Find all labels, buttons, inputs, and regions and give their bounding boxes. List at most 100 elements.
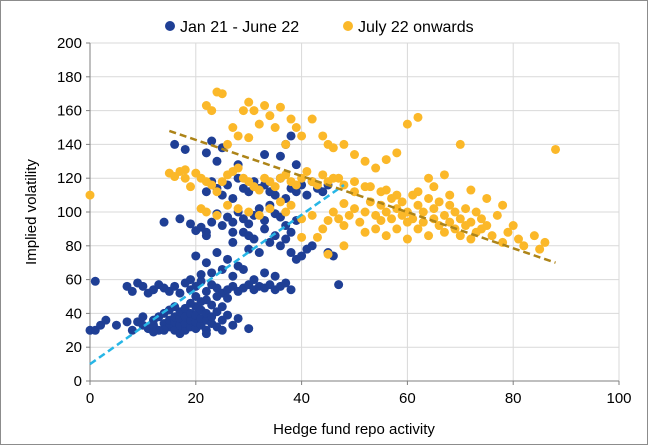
data-point (138, 281, 148, 291)
data-point (286, 227, 296, 237)
y-tick-label: 180 (57, 69, 82, 86)
data-point (201, 148, 211, 158)
data-point (286, 114, 296, 124)
data-point (291, 187, 301, 197)
data-point (275, 241, 285, 251)
y-tick-label: 0 (74, 373, 82, 390)
data-point (275, 102, 285, 112)
trendlines (89, 129, 556, 366)
y-tick-label: 80 (65, 238, 82, 255)
data-point (482, 221, 492, 231)
data-point (339, 139, 349, 149)
data-point (413, 187, 423, 197)
x-axis-label: Hedge fund repo activity (273, 421, 435, 438)
data-point (175, 288, 185, 298)
data-point (212, 187, 222, 197)
data-point (223, 293, 233, 303)
data-point (101, 315, 111, 325)
data-point (439, 210, 449, 220)
data-point (371, 163, 381, 173)
data-point (270, 123, 280, 132)
data-point (339, 199, 349, 209)
data-point (466, 217, 476, 227)
data-point (455, 231, 465, 241)
data-point (148, 327, 158, 337)
data-point (138, 312, 148, 322)
data-point (387, 214, 397, 224)
data-point (339, 221, 349, 231)
x-tick-label: 100 (606, 390, 631, 407)
data-point (244, 97, 254, 107)
data-point (318, 170, 328, 180)
data-point (170, 281, 180, 291)
data-point (487, 231, 497, 241)
data-point (371, 224, 381, 234)
data-point (228, 217, 238, 227)
data-point (291, 123, 301, 132)
data-point (540, 237, 550, 247)
data-point (212, 248, 222, 258)
data-point (281, 234, 291, 244)
legend-marker-series-1 (165, 21, 175, 31)
data-point (212, 292, 222, 301)
data-point (186, 219, 196, 229)
data-point (339, 241, 349, 251)
data-point (254, 210, 264, 220)
data-point (180, 173, 190, 183)
legend-marker-series-2 (343, 21, 353, 31)
data-point (334, 173, 344, 183)
series-2-points (85, 87, 561, 259)
x-tick-label: 20 (187, 390, 204, 407)
y-tick-label: 20 (65, 339, 82, 356)
data-point (223, 139, 233, 149)
data-point (307, 210, 317, 220)
data-point (381, 155, 391, 165)
data-point (207, 180, 217, 190)
y-axis-label: Implied volatility (23, 159, 40, 265)
data-point (201, 187, 211, 197)
data-point (186, 275, 196, 285)
data-point (212, 156, 222, 166)
data-point (228, 320, 238, 330)
y-tick-label: 160 (57, 103, 82, 120)
data-point (233, 131, 243, 141)
y-tick-label: 40 (65, 305, 82, 322)
legend: Jan 21 - June 22 July 22 onwards (165, 19, 474, 36)
y-tick-label: 140 (57, 136, 82, 153)
data-point (212, 210, 222, 220)
data-point (191, 251, 201, 261)
data-point (238, 106, 248, 116)
data-point (413, 224, 423, 234)
data-point (159, 325, 169, 335)
data-point (254, 185, 264, 195)
data-point (350, 204, 359, 214)
data-point (186, 298, 196, 308)
data-point (233, 163, 243, 173)
data-point (244, 244, 254, 254)
data-point (328, 207, 338, 217)
data-point (249, 275, 259, 285)
data-points (85, 87, 561, 339)
data-point (302, 166, 312, 176)
data-point (318, 131, 328, 141)
data-point (217, 177, 227, 187)
data-point (228, 123, 238, 132)
data-point (254, 248, 264, 258)
data-point (360, 156, 370, 166)
data-point (503, 227, 513, 237)
data-point (223, 310, 233, 320)
data-point (508, 221, 518, 231)
data-point (408, 214, 418, 224)
data-point (201, 295, 211, 305)
data-point (418, 217, 428, 227)
data-point (286, 200, 296, 210)
data-point (217, 325, 227, 335)
data-point (302, 190, 312, 200)
data-point (318, 187, 328, 197)
data-point (270, 231, 280, 241)
axes (86, 42, 620, 385)
data-point (270, 190, 280, 200)
data-point (207, 106, 217, 116)
data-point (291, 160, 301, 170)
